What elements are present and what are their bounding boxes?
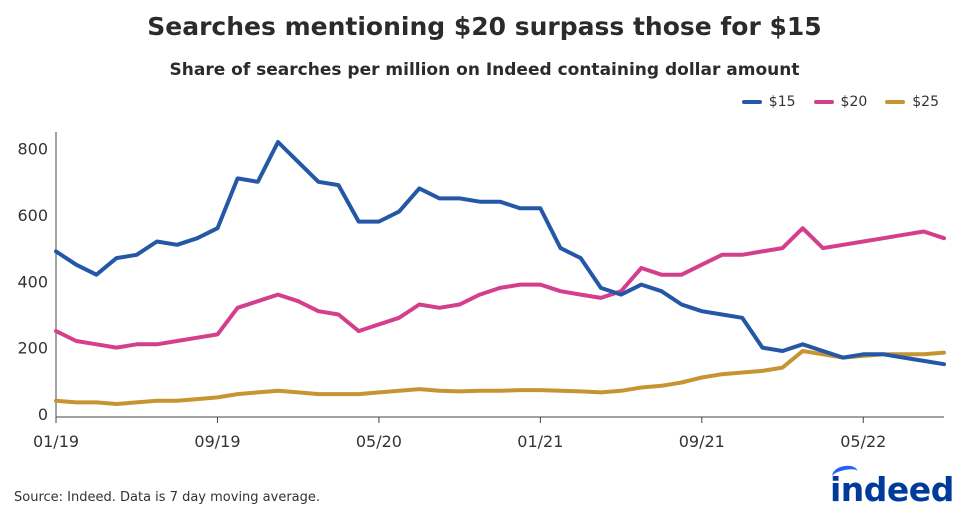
legend-item-25: $25 <box>885 94 939 110</box>
x-tick-label: 01/19 <box>33 432 79 451</box>
legend-swatch-25 <box>885 100 906 104</box>
y-tick-label: 200 <box>17 339 48 358</box>
y-tick-label: 400 <box>17 272 48 291</box>
legend-swatch-20 <box>813 100 834 104</box>
legend-swatch-15 <box>741 100 762 104</box>
chart-title: Searches mentioning $20 surpass those fo… <box>147 12 822 41</box>
series-line-25 <box>54 349 946 406</box>
x-tick-label: 05/20 <box>356 432 402 451</box>
legend: $15 $20 $25 <box>741 94 939 110</box>
x-tick-label: 09/21 <box>679 432 725 451</box>
legend-label-25: $25 <box>912 94 939 110</box>
series-line-20 <box>54 226 946 350</box>
legend-item-20: $20 <box>813 94 868 110</box>
indeed-logo: indeed <box>830 463 954 509</box>
legend-label-15: $15 <box>768 94 796 110</box>
x-tick-label: 09/19 <box>194 432 240 451</box>
chart-subtitle: Share of searches per million on Indeed … <box>169 60 800 80</box>
y-tick-label: 800 <box>17 140 48 159</box>
legend-label-20: $20 <box>840 94 868 110</box>
x-tick-label: 05/22 <box>840 432 886 451</box>
y-tick-label: 0 <box>38 405 48 424</box>
logo-text: indeed <box>830 470 954 509</box>
x-tick-label: 01/21 <box>517 432 563 451</box>
series-line-15 <box>54 140 946 367</box>
legend-item-15: $15 <box>741 94 796 110</box>
source-note: Source: Indeed. Data is 7 day moving ave… <box>14 490 321 505</box>
y-tick-label: 600 <box>17 206 48 225</box>
